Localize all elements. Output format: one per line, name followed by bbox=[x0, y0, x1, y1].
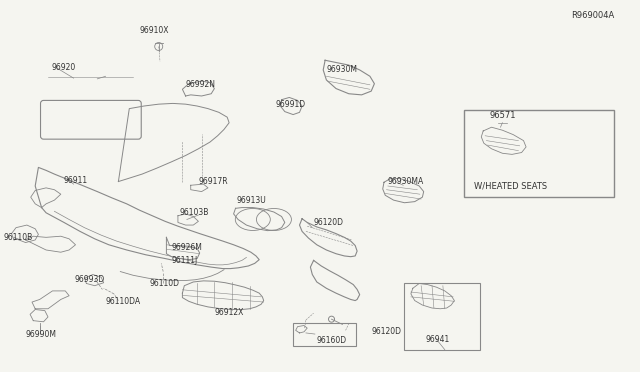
Text: 96920: 96920 bbox=[51, 63, 76, 72]
Text: 96990M: 96990M bbox=[26, 330, 56, 339]
Text: 96110DA: 96110DA bbox=[106, 297, 141, 306]
Bar bbox=[404, 283, 480, 350]
Text: 96111J: 96111J bbox=[172, 256, 198, 265]
Text: 96110D: 96110D bbox=[149, 279, 179, 288]
Text: 96913U: 96913U bbox=[237, 196, 266, 205]
Bar bbox=[464, 110, 614, 197]
Text: R969004A: R969004A bbox=[571, 11, 614, 20]
Text: 96992N: 96992N bbox=[186, 80, 216, 89]
Text: W/HEATED SEATS: W/HEATED SEATS bbox=[474, 182, 547, 190]
Text: 96110B: 96110B bbox=[3, 233, 33, 242]
Text: 96930MA: 96930MA bbox=[387, 177, 424, 186]
Text: 96120D: 96120D bbox=[314, 218, 344, 227]
Bar bbox=[293, 323, 356, 346]
Text: 96910X: 96910X bbox=[140, 26, 169, 35]
Text: 96160D: 96160D bbox=[317, 336, 347, 345]
Text: 96912X: 96912X bbox=[214, 308, 244, 317]
Text: 96930M: 96930M bbox=[326, 65, 357, 74]
Text: 96917R: 96917R bbox=[198, 177, 228, 186]
Text: 96941: 96941 bbox=[426, 335, 450, 344]
Text: 96120D: 96120D bbox=[371, 327, 401, 336]
Text: 96911: 96911 bbox=[64, 176, 88, 185]
Text: 96571: 96571 bbox=[489, 111, 516, 120]
Text: 96926M: 96926M bbox=[172, 243, 202, 252]
Text: 96993D: 96993D bbox=[75, 275, 105, 284]
Text: 96991D: 96991D bbox=[275, 100, 305, 109]
Text: 96103B: 96103B bbox=[179, 208, 209, 217]
